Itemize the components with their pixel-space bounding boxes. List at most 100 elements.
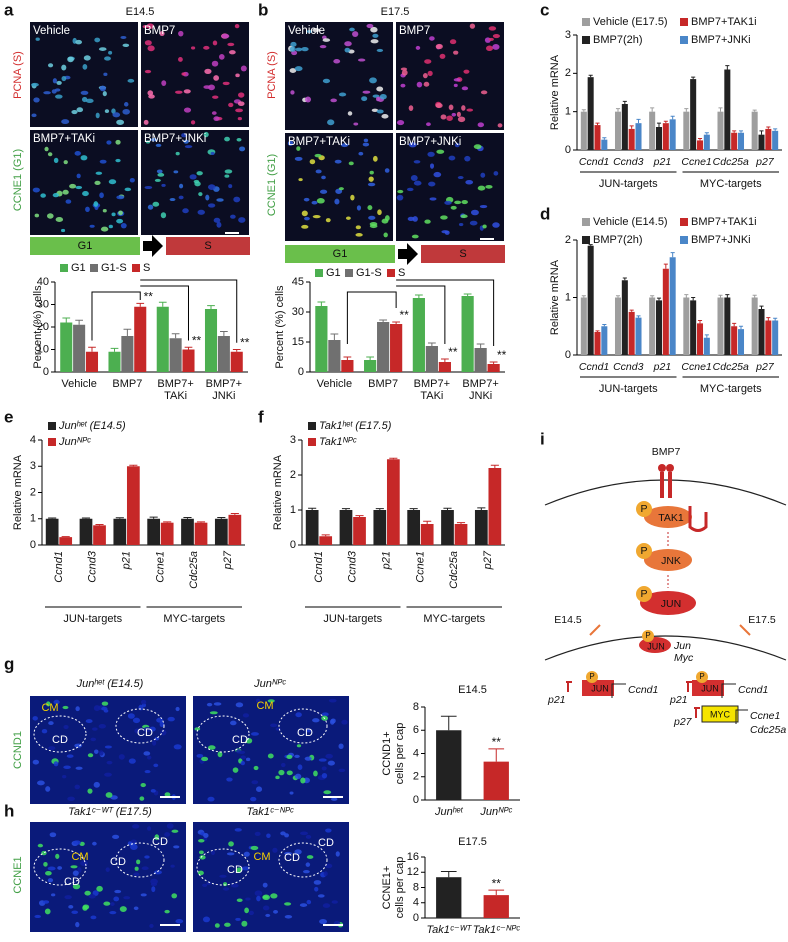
cell	[140, 699, 147, 705]
error-bar	[732, 322, 737, 327]
cell	[146, 755, 152, 760]
cell	[362, 142, 370, 147]
x-tick-label: Ccne1	[681, 156, 711, 168]
cell	[116, 195, 125, 200]
y-axis-label: CCND1+	[381, 731, 393, 775]
cell	[214, 923, 220, 928]
cell	[134, 866, 139, 871]
cell	[197, 209, 205, 215]
scale-bar	[160, 924, 180, 926]
diagram-label: JUN	[647, 641, 665, 651]
cell	[241, 866, 250, 871]
diagram-label: Cdc25a	[750, 724, 786, 736]
bar	[737, 329, 745, 355]
image-label: BMP7	[399, 25, 430, 37]
group-label: MYC-targets	[423, 613, 485, 625]
cell	[428, 181, 436, 187]
legend-label: BMP7+TAK1i	[691, 16, 757, 28]
cell	[99, 85, 107, 92]
cell	[311, 200, 318, 205]
phospho	[636, 586, 652, 602]
cell	[46, 213, 54, 219]
legend-swatch	[680, 18, 688, 26]
cell	[118, 210, 123, 216]
group-label: MYC-targets	[700, 178, 762, 190]
cell	[111, 212, 116, 217]
cell	[211, 60, 219, 67]
image-label: BMP7+TAKi	[33, 133, 95, 145]
y-tick-label: 40	[37, 276, 49, 288]
cell	[370, 39, 379, 44]
y-tick-label: 2	[290, 469, 296, 481]
cell	[128, 758, 136, 764]
y-tick-label: 15	[292, 336, 304, 348]
bar	[169, 338, 182, 372]
error-bar	[440, 715, 457, 731]
cell	[304, 756, 312, 761]
cell	[198, 850, 204, 855]
group-label: JUN-targets	[323, 613, 382, 625]
cell	[492, 222, 500, 228]
scale-bar	[225, 232, 239, 234]
region-label: CD	[52, 734, 68, 746]
cell	[479, 204, 488, 209]
cell	[242, 713, 250, 718]
panel-title: E14.5	[126, 6, 155, 18]
cell	[313, 770, 318, 777]
x-tick-label: Cdc25a	[448, 551, 460, 589]
bar	[594, 125, 601, 150]
cell	[369, 77, 377, 84]
cell	[206, 702, 213, 707]
cell	[461, 86, 469, 91]
legend-swatch	[132, 264, 140, 272]
cell	[237, 116, 242, 121]
region-label: CD	[318, 837, 334, 849]
legend-swatch	[680, 236, 688, 244]
bar	[635, 317, 642, 355]
bar	[655, 300, 663, 355]
cell	[160, 729, 167, 736]
cell	[372, 155, 378, 162]
cell	[32, 716, 38, 721]
x-tick-label: p27	[222, 550, 234, 570]
cell	[61, 119, 70, 125]
cell	[407, 187, 414, 192]
cell	[262, 882, 268, 888]
chart-title: E14.5	[458, 684, 487, 696]
cell	[130, 839, 137, 844]
cell	[457, 176, 464, 180]
cell	[108, 50, 113, 55]
cell	[477, 185, 486, 191]
cell	[99, 192, 104, 199]
cell	[164, 832, 171, 837]
error-bar	[490, 464, 499, 468]
bar	[601, 139, 608, 150]
error-bar	[488, 748, 505, 762]
cell	[230, 883, 239, 888]
error-bar	[725, 65, 730, 70]
bar	[134, 306, 147, 372]
cell	[294, 754, 300, 759]
cell	[216, 198, 224, 202]
cell	[120, 35, 127, 39]
x-tick-label: Ccne1	[154, 551, 166, 583]
y-tick-label: 10	[37, 343, 49, 355]
cell	[318, 758, 327, 762]
cell	[122, 108, 130, 115]
cell	[150, 882, 158, 887]
legend-swatch	[680, 218, 688, 226]
x-tick-label: JNKi	[469, 390, 492, 402]
legend-label: G1-S	[101, 262, 127, 274]
cell	[60, 228, 66, 233]
error-bar	[136, 302, 145, 307]
cell	[98, 750, 104, 756]
cell	[82, 905, 88, 911]
cell	[466, 108, 474, 112]
diagram-label: JUN	[701, 683, 719, 693]
phospho	[586, 671, 598, 683]
cell	[127, 78, 135, 83]
diagram-label: MYC	[710, 709, 731, 719]
x-tick-label: p27	[755, 361, 775, 373]
cell	[46, 701, 51, 707]
significance: **	[192, 333, 202, 347]
